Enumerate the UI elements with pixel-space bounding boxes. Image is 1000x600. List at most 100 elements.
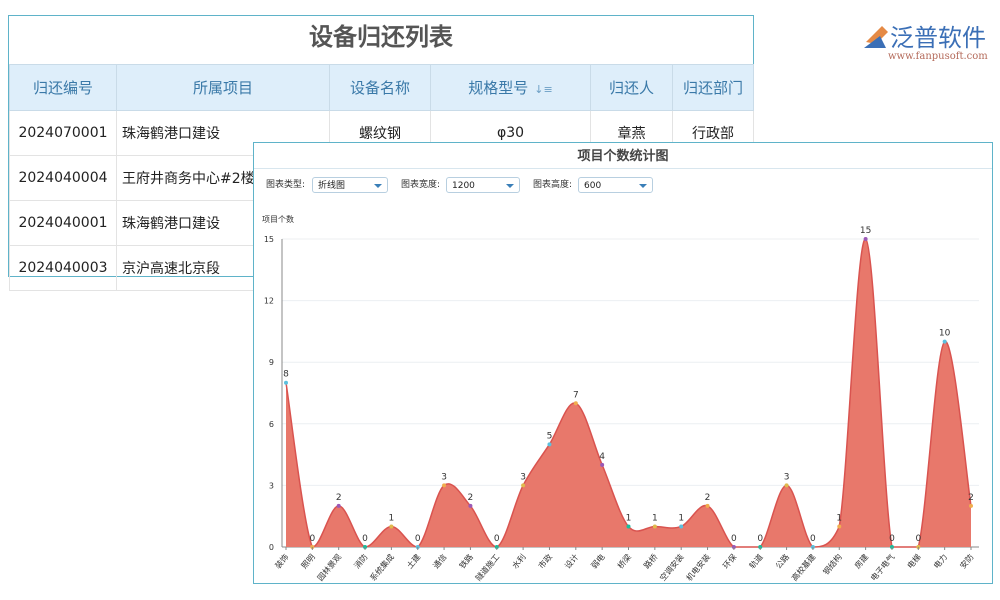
y-axis-label: 项目个数 xyxy=(262,215,294,224)
x-tick-label: 通信 xyxy=(431,552,449,571)
chart-width-value: 1200 xyxy=(452,181,475,191)
table-cell: 2024040004 xyxy=(9,155,117,201)
column-header-label: 归还人 xyxy=(608,79,654,97)
area-fill xyxy=(286,238,971,547)
x-tick-label: 水利 xyxy=(510,552,528,571)
table-cell: 2024040001 xyxy=(9,200,117,246)
x-tick-label: 设计 xyxy=(562,552,580,571)
y-tick-label: 0 xyxy=(269,543,274,552)
data-label: 1 xyxy=(678,513,684,523)
chart-title: 项目个数统计图 xyxy=(577,149,669,164)
column-header[interactable]: 归还部门 xyxy=(672,64,754,111)
data-label: 7 xyxy=(573,390,579,400)
series-line xyxy=(285,238,972,548)
sort-icon[interactable]: ↓≡ xyxy=(534,83,553,96)
data-point xyxy=(679,524,684,529)
x-tick-label: 桥梁 xyxy=(615,552,633,571)
column-header-label: 规格型号 xyxy=(468,79,529,97)
x-tick-label: 电子电气 xyxy=(868,552,896,583)
y-tick-label: 3 xyxy=(269,481,274,490)
data-point xyxy=(336,503,341,508)
data-point xyxy=(468,503,473,508)
data-point xyxy=(389,524,394,529)
column-header-label: 归还部门 xyxy=(682,79,743,97)
data-label: 3 xyxy=(441,472,447,482)
data-point xyxy=(837,524,842,529)
data-label: 3 xyxy=(520,472,526,482)
x-tick-label: 房建 xyxy=(852,552,870,571)
y-tick-label: 9 xyxy=(269,358,274,367)
data-point xyxy=(652,524,657,529)
fanpusoft-logo: 泛普软件 www.fanpusoft.com xyxy=(860,18,995,67)
y-tick-label: 12 xyxy=(264,297,274,306)
data-label: 0 xyxy=(915,534,921,544)
column-header-label: 所属项目 xyxy=(192,79,253,97)
chevron-down-icon xyxy=(639,184,647,188)
column-header[interactable]: 规格型号 ↓≡ xyxy=(430,64,591,111)
data-label: 1 xyxy=(652,513,658,523)
data-label: 1 xyxy=(389,513,395,523)
data-point xyxy=(573,401,578,406)
column-header[interactable]: 归还编号 xyxy=(9,64,117,111)
data-point xyxy=(626,524,631,529)
x-tick-label: 公路 xyxy=(773,552,791,571)
column-header-label: 设备名称 xyxy=(349,79,410,97)
x-tick-label: 园林景观 xyxy=(315,552,343,583)
x-tick-label: 安防 xyxy=(958,552,976,571)
table-cell: 2024040003 xyxy=(9,245,117,291)
data-label: 8 xyxy=(283,370,289,380)
chevron-down-icon xyxy=(374,184,382,188)
x-tick-label: 电梯 xyxy=(905,552,923,571)
column-header[interactable]: 归还人 xyxy=(590,64,673,111)
svg-text:泛普软件: 泛普软件 xyxy=(890,24,986,52)
chart-type-value: 折线图 xyxy=(318,181,346,191)
x-tick-label: 装饰 xyxy=(273,552,291,571)
x-tick-label: 高校基建 xyxy=(789,552,817,583)
x-tick-label: 轨道 xyxy=(747,552,765,571)
area-chart: 036912158装饰0照明2园林景观0消防1系统集成0土建3通信2铁路0隧道施… xyxy=(264,226,979,583)
x-tick-label: 电力 xyxy=(931,552,949,571)
data-label: 5 xyxy=(547,431,553,441)
data-label: 1 xyxy=(626,513,632,523)
column-header[interactable]: 设备名称 xyxy=(329,64,431,111)
data-label: 0 xyxy=(494,534,500,544)
data-point xyxy=(969,503,973,508)
chevron-down-icon xyxy=(506,184,514,188)
data-point xyxy=(600,462,605,467)
data-point xyxy=(863,237,868,241)
data-label: 1 xyxy=(836,513,842,523)
x-tick-label: 隧道施工 xyxy=(473,552,501,583)
x-tick-label: 环保 xyxy=(720,552,738,571)
data-label: 0 xyxy=(731,534,737,544)
data-point xyxy=(547,442,552,447)
x-tick-label: 系统集成 xyxy=(368,552,396,583)
data-label: 2 xyxy=(968,493,974,503)
data-label: 2 xyxy=(705,493,711,503)
svg-text:www.fanpusoft.com: www.fanpusoft.com xyxy=(888,51,988,62)
x-tick-label: 土建 xyxy=(404,552,422,571)
data-label: 2 xyxy=(468,493,474,503)
data-point xyxy=(705,503,710,508)
data-point xyxy=(942,339,947,344)
data-label: 0 xyxy=(889,534,895,544)
data-point xyxy=(784,483,789,488)
column-header[interactable]: 所属项目 xyxy=(116,64,330,111)
data-point xyxy=(284,380,288,385)
x-tick-label: 空调安装 xyxy=(657,552,685,583)
chart-height-select[interactable]: 600 xyxy=(578,177,653,193)
x-tick-label: 市政 xyxy=(536,552,554,571)
chart-width-select[interactable]: 1200 xyxy=(446,177,520,193)
x-tick-label: 机电安装 xyxy=(684,552,712,583)
data-label: 0 xyxy=(415,534,421,544)
x-tick-label: 铁路 xyxy=(457,552,475,571)
chart-width-label: 图表宽度: xyxy=(401,180,441,190)
x-tick-label: 照明 xyxy=(300,553,317,571)
chart-type-select[interactable]: 折线图 xyxy=(312,177,388,193)
data-label: 10 xyxy=(939,329,951,339)
table-cell: 2024070001 xyxy=(9,110,117,156)
x-tick-label: 弱电 xyxy=(589,552,607,571)
data-point xyxy=(521,483,526,488)
data-label: 4 xyxy=(599,452,605,462)
data-point xyxy=(442,483,447,488)
x-tick-label: 消防 xyxy=(352,552,370,571)
